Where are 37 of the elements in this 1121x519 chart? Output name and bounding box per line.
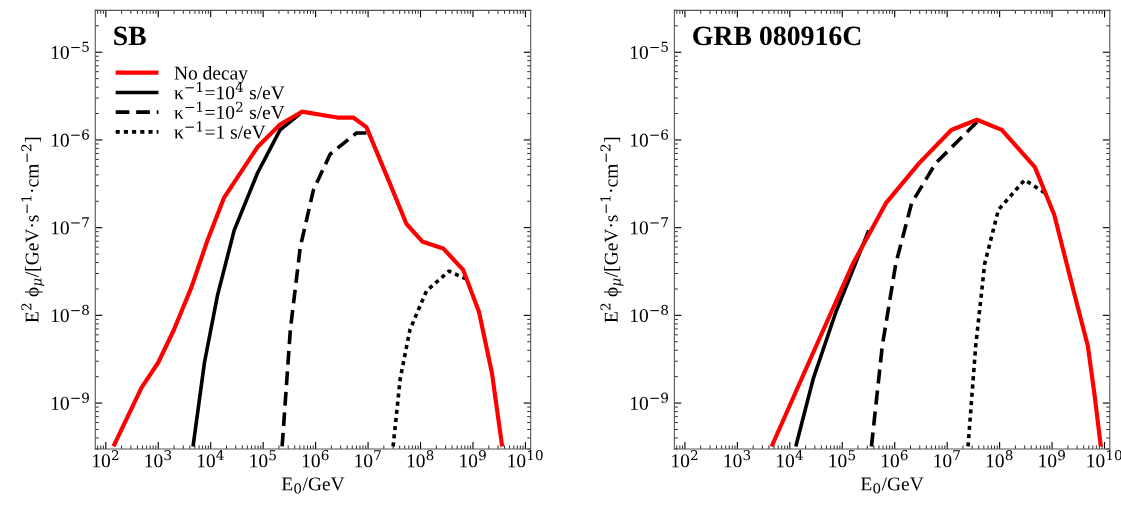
x-tick-label: 10$^{9}$ — [460, 449, 486, 468]
y-tick-label: 10$^{−8}$ — [630, 304, 669, 323]
x-tick-label: 10$^{6}$ — [881, 449, 908, 468]
y-tick-label: 10$^{−9}$ — [51, 392, 89, 410]
chart-title: SB — [114, 26, 146, 46]
x-tick-label: 10$^{7}$ — [355, 450, 381, 468]
y-tick-label: 10$^{−6}$ — [51, 129, 89, 147]
x-tick-label: 10$^{5}$ — [250, 450, 276, 468]
x-tick-label: 10$^{3}$ — [724, 449, 751, 468]
y-tick-label: 10$^{−5}$ — [51, 41, 89, 60]
x-tick-label: 10$^{8}$ — [407, 449, 434, 468]
x-tick-label: 10$^{10}$ — [1087, 449, 1121, 468]
y-tick-label: 10$^{−5}$ — [630, 41, 668, 60]
x-tick-label: 10$^{2}$ — [93, 449, 119, 468]
x-axis-title: E$_{0}$/GeV — [860, 477, 924, 494]
x-tick-label: 10$^{7}$ — [934, 450, 960, 468]
x-tick-label: 10$^{4}$ — [197, 449, 224, 468]
legend-label: κ$^{−1}$=1 s/eV — [174, 121, 266, 139]
legend-label: κ$^{−1}$=10$^{2}$ s/eV — [174, 101, 285, 120]
x-tick-label: 10$^{2}$ — [672, 449, 698, 468]
x-tick-label: 10$^{3}$ — [145, 449, 172, 468]
text: E$^{2}$ ϕ$_{μ}$/[GeV·s$^{−1}$·cm$^{−2}$] — [600, 137, 624, 323]
text: E$^{2}$ ϕ$_{μ}$/[GeV·s$^{−1}$·cm$^{−2}$] — [21, 137, 45, 323]
y-tick-label: 10$^{−9}$ — [630, 392, 669, 410]
x-tick-label: 10$^{9}$ — [1039, 449, 1065, 468]
y-tick-label: 10$^{−7}$ — [630, 217, 668, 235]
x-axis-title: E$_{0}$/GeV — [281, 477, 345, 494]
y-tick-label: 10$^{−7}$ — [51, 217, 89, 235]
x-tick-label: 10$^{6}$ — [302, 449, 329, 468]
y-tick-label: 10$^{−6}$ — [630, 129, 669, 147]
y-tick-label: 10$^{−8}$ — [51, 304, 89, 323]
x-tick-label: 10$^{5}$ — [829, 450, 856, 468]
x-tick-label: 10$^{4}$ — [777, 449, 803, 468]
x-tick-label: 10$^{8}$ — [986, 449, 1013, 468]
chart-title: GRB 080916C — [693, 26, 861, 46]
x-tick-label: 10$^{10}$ — [508, 449, 543, 468]
legend-label: κ$^{−1}$=10$^{4}$ s/eV — [174, 81, 285, 100]
